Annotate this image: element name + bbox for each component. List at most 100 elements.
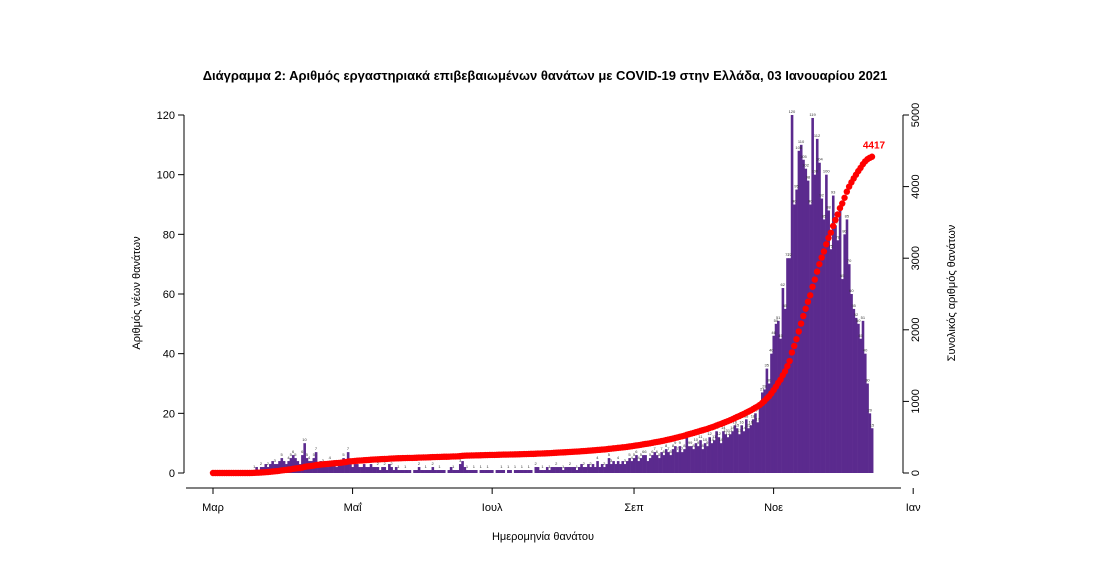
bar [870, 428, 874, 473]
bar-value-label: 1 [253, 464, 256, 469]
y-axis-label-left: Αριθμός νέων θανάτων [131, 236, 143, 350]
bar [763, 389, 766, 473]
bar [658, 458, 661, 473]
bar-value-label: 14 [742, 425, 747, 430]
bar [426, 470, 430, 473]
bar [799, 144, 803, 473]
y-tick-label-left: 80 [163, 229, 175, 241]
bar [550, 467, 554, 473]
bar [596, 461, 599, 473]
bar-value-label: 2 [377, 461, 380, 466]
bar [648, 458, 652, 473]
bar-value-label: 70 [847, 258, 852, 263]
bar [683, 449, 686, 473]
bar-value-label: 5 [294, 452, 297, 457]
bar [301, 455, 304, 473]
bar-value-label: 15 [735, 422, 740, 427]
y-tick-label-right: 0 [910, 470, 922, 476]
bar-value-label: 6 [292, 449, 295, 454]
bar [394, 467, 398, 473]
bar-value-label: 4 [631, 455, 634, 460]
bar [289, 458, 293, 473]
cumulative-point [807, 292, 814, 299]
bar-value-label: 7 [347, 446, 350, 451]
bar [770, 353, 773, 473]
bar-value-label: 5 [313, 452, 316, 457]
x-axis-label: Ημερομηνία θανάτου [492, 531, 594, 543]
bar [365, 467, 368, 473]
bar [378, 470, 382, 473]
bar [678, 446, 682, 473]
bar-value-label: 75 [829, 243, 834, 248]
bar-value-label: 51 [776, 315, 781, 320]
bar-value-label: 100 [823, 169, 830, 174]
bar [404, 470, 407, 473]
bar [767, 383, 771, 473]
bar [280, 458, 284, 473]
bar-value-label: 6 [651, 449, 654, 454]
bar [584, 467, 588, 473]
bar-value-label: 88 [826, 204, 831, 209]
bar-value-label: 10 [302, 437, 307, 442]
bar [859, 338, 862, 473]
bar-value-label: 7 [676, 446, 679, 451]
bar [653, 452, 657, 473]
bar-value-label: 5 [658, 452, 661, 457]
bar [317, 464, 320, 473]
bar [715, 431, 718, 473]
bar [731, 431, 734, 473]
bar-value-label: 2 [432, 461, 435, 466]
bar [690, 446, 693, 473]
bar [623, 464, 627, 473]
bar [383, 467, 387, 473]
bar [397, 470, 400, 473]
bar-value-label: 10 [694, 437, 699, 442]
bar-value-label: 16 [732, 419, 737, 424]
bar [761, 392, 764, 473]
bar-value-label: 72 [785, 252, 790, 257]
cumulative-point [868, 153, 876, 160]
bar-value-label: 55 [783, 303, 788, 308]
bar [557, 467, 560, 473]
cumulative-point [802, 305, 809, 312]
cumulative-point [788, 349, 796, 356]
bar [758, 407, 762, 473]
bar-value-label: 9 [688, 440, 691, 445]
bar-value-label: 1 [452, 464, 455, 469]
bar-value-label: 112 [814, 133, 821, 138]
bar [850, 294, 853, 473]
cumulative-point [781, 368, 789, 375]
bar-value-label: 2 [555, 461, 558, 466]
bar-value-label: 2 [418, 461, 421, 466]
bar-value-label: 1 [528, 464, 531, 469]
y-tick-label-left: 60 [163, 289, 175, 301]
bar [337, 464, 341, 473]
cumulative-point [791, 342, 798, 350]
bar [756, 422, 760, 473]
bar [472, 470, 476, 473]
bar-value-label: 104 [816, 157, 823, 162]
bar-value-label: 95 [794, 184, 799, 189]
bar-value-label: 10 [710, 437, 715, 442]
y-tick-label-left: 20 [163, 408, 175, 420]
bar [388, 464, 391, 473]
bar [857, 323, 860, 473]
bar [745, 419, 748, 473]
bar [717, 437, 721, 473]
bar [491, 470, 494, 473]
cumulative-point [829, 222, 837, 230]
bar-value-label: 2 [383, 461, 386, 466]
bar [637, 461, 641, 473]
bar [827, 210, 830, 473]
bar [834, 225, 837, 473]
bar [356, 464, 359, 473]
cumulative-point [820, 248, 828, 255]
bar [481, 470, 485, 473]
bar [674, 446, 677, 473]
bar [866, 383, 869, 473]
bar-value-label: 8 [672, 443, 675, 448]
bar [564, 467, 567, 473]
bar-value-label: 5 [290, 452, 293, 457]
bar [468, 470, 471, 473]
bar-value-label: 100 [811, 169, 818, 174]
